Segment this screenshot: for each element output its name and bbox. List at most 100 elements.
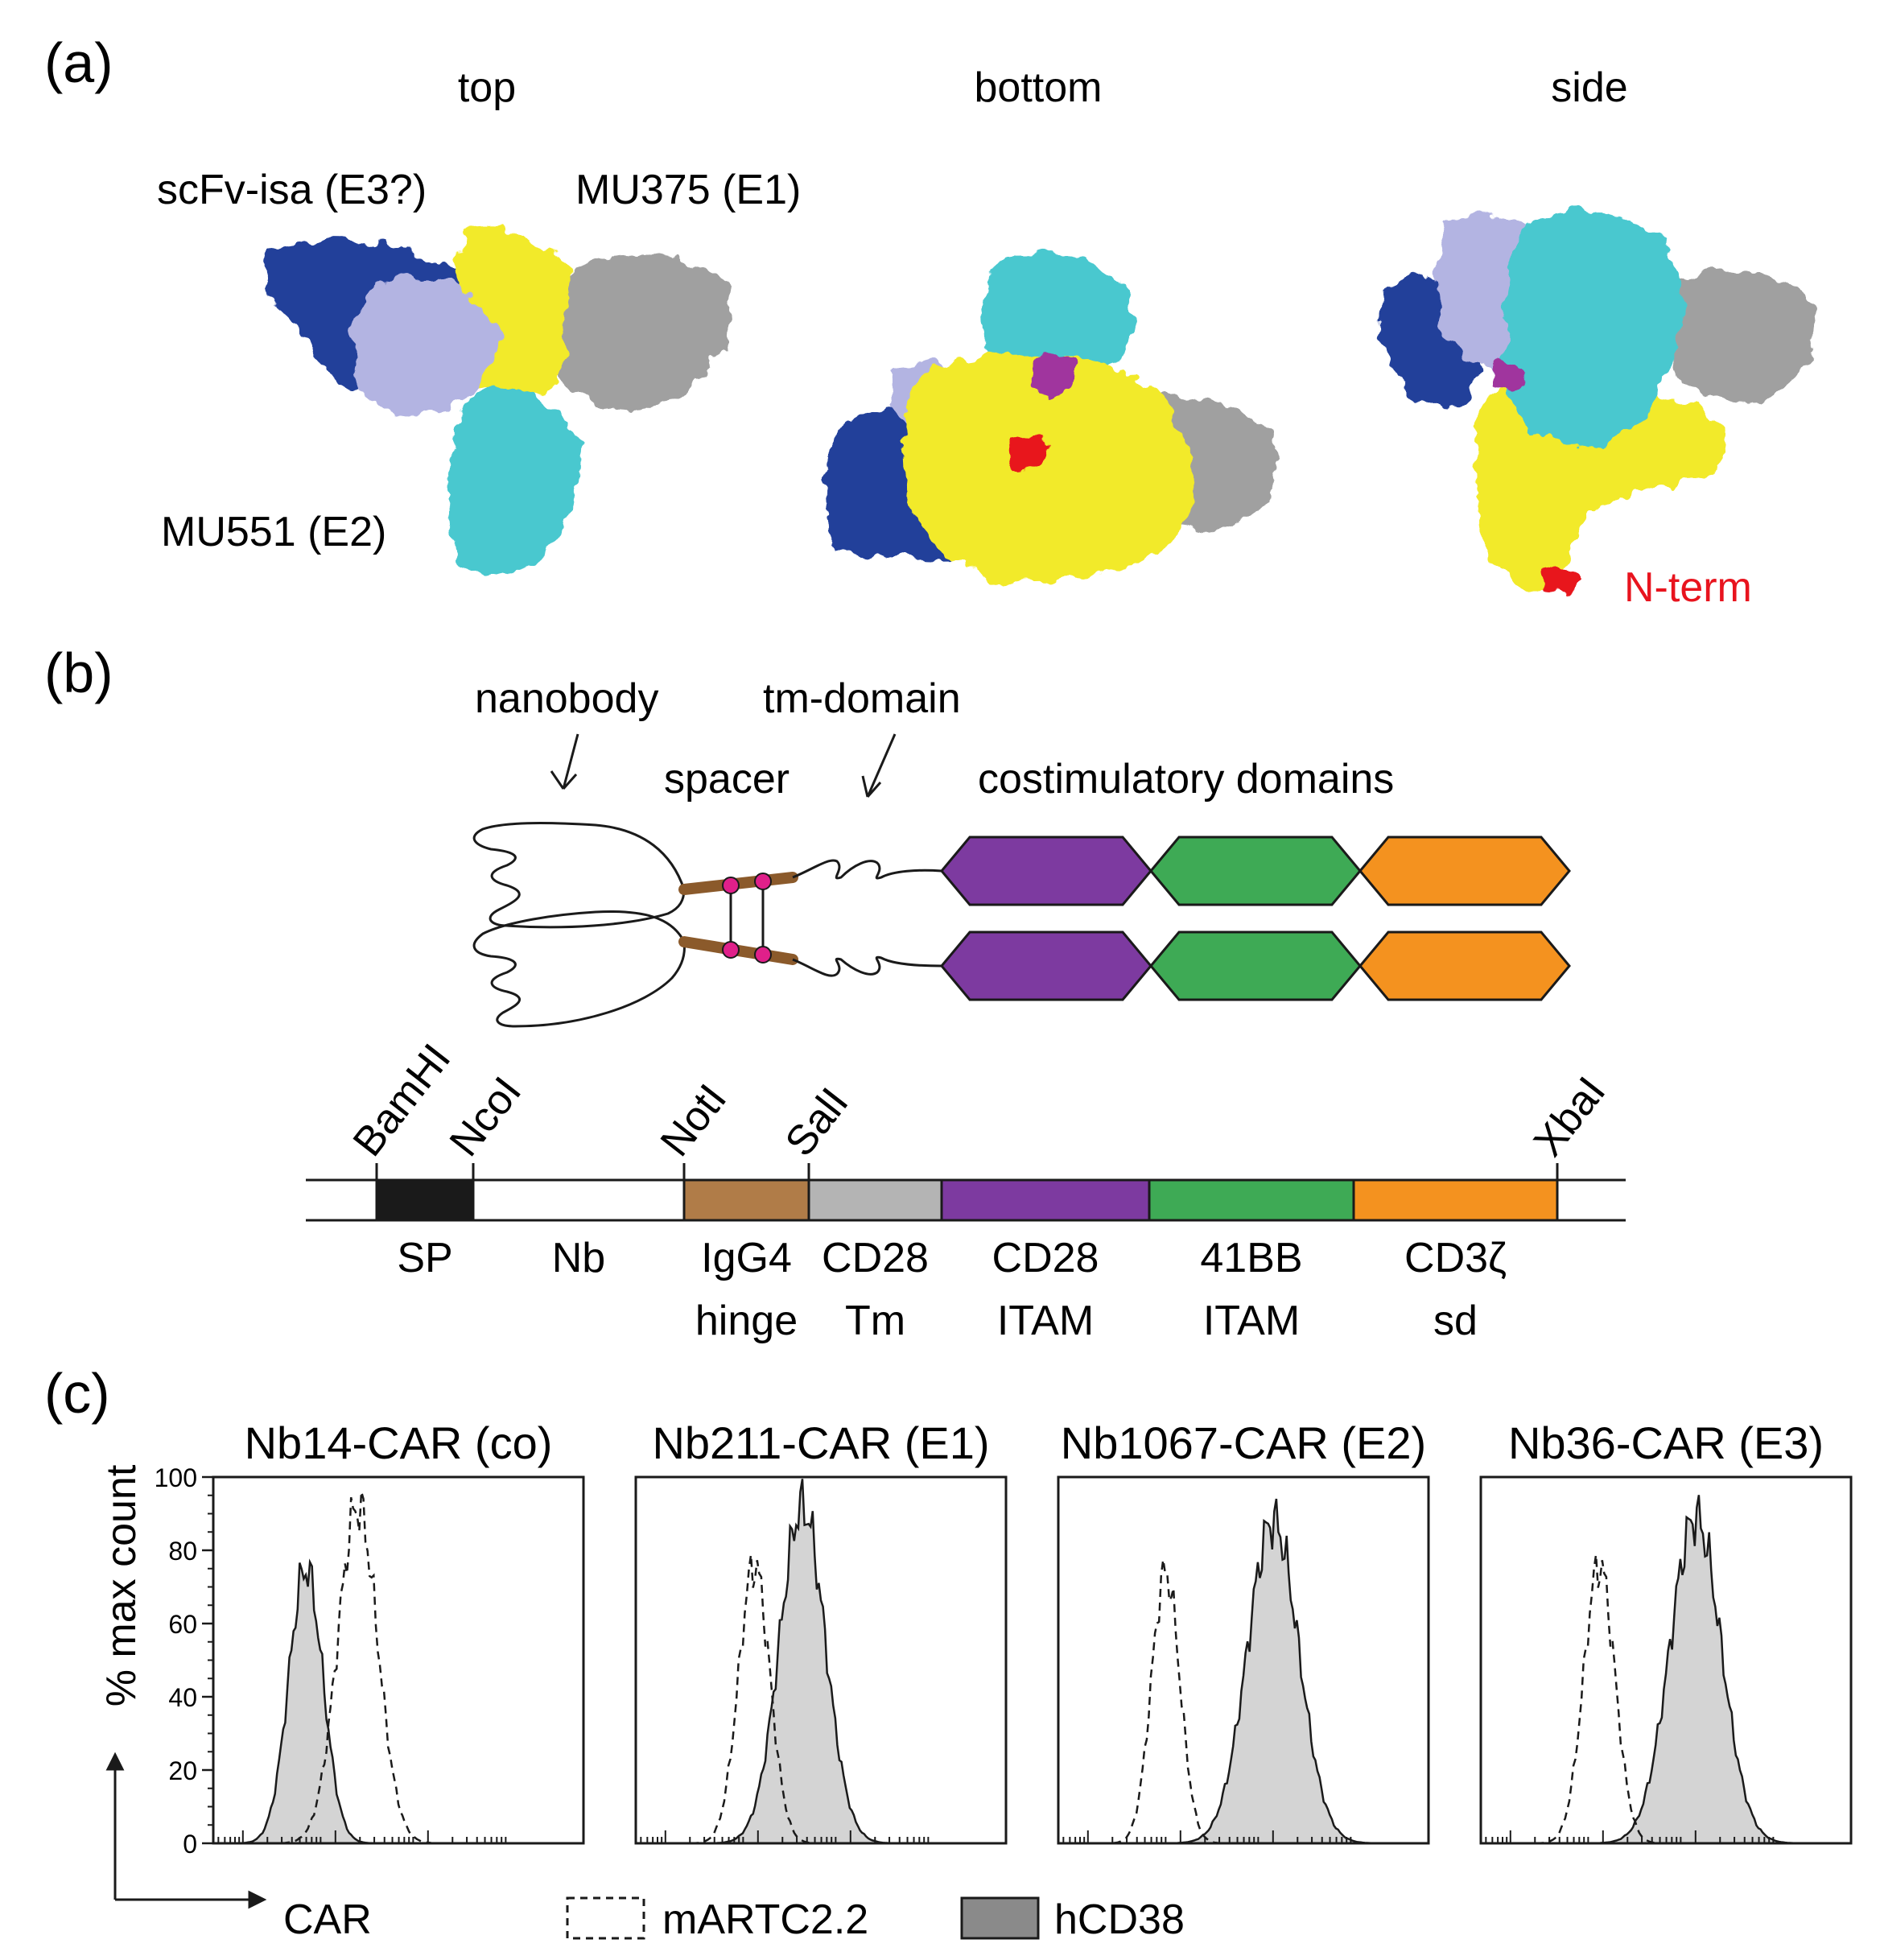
histogram-title: Nb1067-CAR (E2) [1061,1417,1426,1468]
legend-label-hcd38: hCD38 [1054,1896,1185,1943]
disulfide-dot [754,873,772,890]
y-tick-label: 100 [155,1463,197,1492]
segment-label-1: Nb [552,1235,605,1281]
y-arrow-head [105,1752,125,1771]
nanobody-loop [472,822,686,929]
surface-gray [1662,270,1815,403]
segment-sublabel-2: hinge [695,1298,798,1344]
protein-surface-top [265,227,731,576]
nterm-label: N-term [1624,564,1752,611]
segment-label-2: IgG4 [701,1235,792,1281]
x-axis-label: CAR [283,1896,372,1943]
disulfide-dot [722,877,740,894]
legend-label-martc: mARTC2.2 [662,1896,868,1943]
segment-2 [682,1178,810,1222]
site-label-2: NotI [652,1076,736,1166]
y-tick-label: 40 [168,1683,197,1712]
surface-magenta [1493,363,1525,392]
segment-5 [1148,1178,1355,1222]
surface-cyan [1505,209,1682,447]
histogram-panel-1: Nb211-CAR (E1) [634,1417,1008,1845]
site-label-1: NcoI [441,1068,531,1165]
surface-yellow [904,354,1194,582]
costim-domain-orange [1358,836,1571,906]
histogram-title: Nb14-CAR (co) [245,1417,553,1468]
epitope-label-scfv: scFv-isa (E3?) [157,167,427,213]
segment-6 [1352,1178,1559,1222]
car-dimer-schematic [472,822,1571,1028]
histogram-title: Nb36-CAR (E3) [1508,1417,1824,1468]
histogram-panel-2: Nb1067-CAR (E2) [1057,1417,1430,1845]
nanobody-loop [472,910,686,1028]
site-label-4: XbaI [1525,1068,1615,1165]
segment-sublabel-3: Tm [845,1298,905,1344]
series-hcd38 [1058,1498,1429,1845]
y-tick-label: 60 [168,1610,197,1639]
segment-label-4: CD28 [992,1235,1099,1281]
site-label-3: SalI [777,1079,858,1165]
panel-c-label: (c) [44,1362,110,1425]
histogram-panel-3: Nb36-CAR (E3) [1479,1417,1853,1845]
costim-domain-purple [940,836,1152,906]
disulfide-bridges [722,873,772,963]
surface-red [1540,567,1579,595]
label-arrows [550,733,897,798]
y-tick-label: 80 [168,1537,197,1566]
segment-label-0: SP [397,1235,452,1281]
segment-4 [940,1178,1151,1222]
segment-sublabel-5: ITAM [1203,1298,1300,1344]
segment-label-5: 41BB [1200,1235,1302,1281]
construct-segments [375,1178,1559,1222]
costim-domain-purple [940,930,1152,1001]
surface-gray [550,254,731,409]
legend: mARTC2.2 hCD38 [566,1896,1185,1943]
site-label-0: BamHI [344,1035,460,1165]
legend-swatch-martc [566,1896,645,1940]
segment-sublabel-4: ITAM [997,1298,1094,1344]
view-label-top: top [458,64,516,111]
tm-domain-arrow [861,733,897,798]
plot-frame [212,1475,585,1845]
tm-coil [792,859,942,880]
segment-0 [375,1178,475,1222]
tm-coil [792,955,942,977]
segment-1 [472,1178,686,1222]
surface-lavender [352,276,499,415]
view-label-side: side [1551,64,1627,111]
surface-yellow [1474,386,1726,588]
epitope-label-mu375: MU375 (E1) [575,167,801,213]
panel-a-label: (a) [44,31,113,94]
disulfide-dot [722,941,740,959]
label-tm-domain: tm-domain [763,675,961,722]
y-axis-label: % max count [98,1464,145,1706]
series-hcd38 [1481,1495,1851,1845]
costim-domain-green [1149,930,1362,1001]
panel-b-label: (b) [44,642,113,704]
protein-surface-bottom [825,253,1280,582]
label-spacer: spacer [664,756,790,803]
legend-swatch-hcd38 [960,1896,1040,1940]
segment-label-3: CD28 [822,1235,929,1281]
segment-3 [807,1178,943,1222]
histogram-panel-0: Nb14-CAR (co) 0 20 40 60 80 100 [155,1417,585,1859]
epitope-label-mu551: MU551 (E2) [161,509,386,555]
segment-sublabel-6: sd [1433,1298,1478,1344]
surface-cyan [448,387,580,576]
protein-surface-side [1379,209,1815,595]
disulfide-dot [754,946,772,963]
segment-label-6: CD3ζ [1404,1235,1507,1281]
y-tick-label: 20 [168,1756,197,1785]
y-tick-label: 0 [183,1830,197,1859]
label-nanobody: nanobody [475,675,658,722]
series-martc [213,1491,583,1845]
car-chain-upper [472,822,1571,929]
view-label-bottom: bottom [975,64,1103,111]
costim-domain-orange [1358,930,1571,1001]
car-chain-lower [472,910,1571,1028]
y-axis-arrow [105,1752,267,1909]
histogram-title: Nb211-CAR (E1) [652,1417,989,1468]
label-costimulatory-domains: costimulatory domains [978,756,1394,803]
surface-red [1005,435,1050,468]
